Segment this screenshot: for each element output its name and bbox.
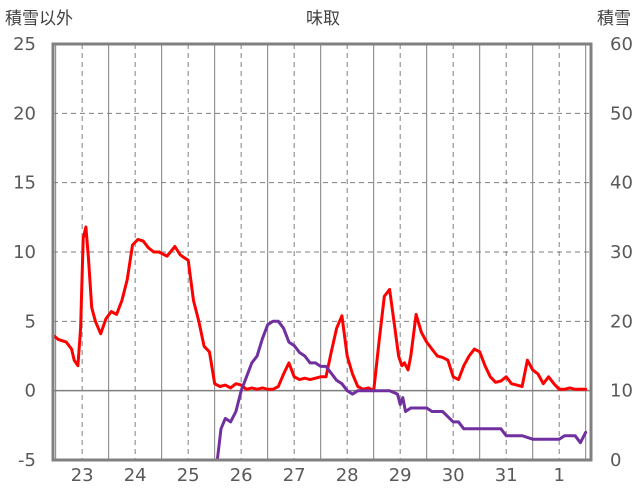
x-tick-label: 27 (283, 465, 306, 486)
right-tick-label: 60 (610, 34, 633, 55)
left-tick-label: 10 (13, 242, 36, 263)
x-tick-label: 26 (230, 465, 253, 486)
right-tick-label: 0 (610, 450, 621, 471)
right-tick-label: 30 (610, 242, 633, 263)
left-tick-label: 15 (13, 173, 36, 194)
series-line-1 (51, 225, 588, 393)
x-tick-label: 24 (124, 465, 147, 486)
x-tick-label: 23 (71, 465, 94, 486)
left-tick-label: 5 (25, 311, 36, 332)
series-group (51, 225, 588, 462)
right-tick-label: 40 (610, 173, 633, 194)
chart-title: 味取 (306, 9, 340, 29)
left-tick-label: 0 (25, 381, 36, 402)
left-tick-label: -5 (18, 450, 36, 471)
plot-frame (51, 42, 593, 462)
plot-grid (53, 43, 591, 461)
left-tick-label: 20 (13, 103, 36, 124)
left-tick-label: 25 (13, 34, 36, 55)
x-tick-label: 30 (442, 465, 465, 486)
right-tick-label: 50 (610, 103, 633, 124)
x-tick-label: 31 (495, 465, 518, 486)
series-line-2 (51, 319, 588, 462)
x-tick-label: 28 (336, 465, 359, 486)
left-axis-label: 積雪以外 (5, 9, 73, 29)
x-tick-label: 1 (553, 465, 564, 486)
x-tick-label: 25 (177, 465, 200, 486)
right-tick-label: 20 (610, 311, 633, 332)
axis-tick-labels: -5 0 5 10 15 20 25 0 10 20 30 40 50 60 23 24 25 26 27 28 29 3… (13, 34, 633, 486)
x-tick-label: 29 (389, 465, 412, 486)
right-tick-label: 10 (610, 381, 633, 402)
right-axis-label: 積雪 (597, 9, 631, 29)
